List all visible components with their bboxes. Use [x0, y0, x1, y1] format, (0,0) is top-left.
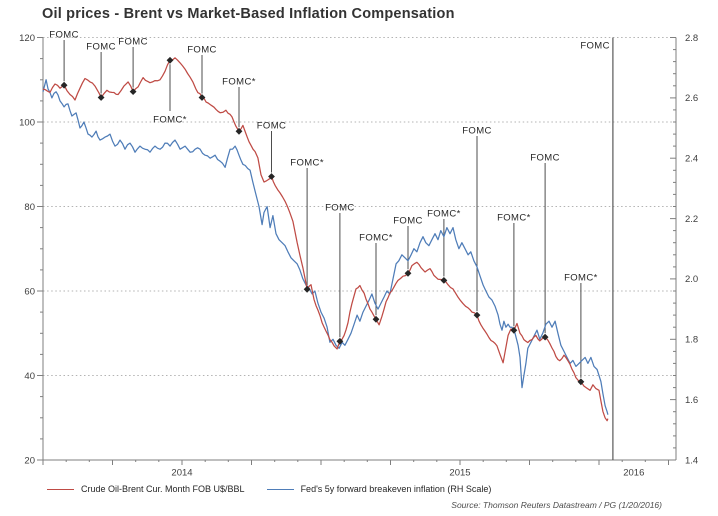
fomc-diamond-marker	[404, 269, 412, 277]
fomc-diamond-marker	[60, 81, 68, 89]
fomc-diamond-marker	[577, 378, 585, 386]
fomc-label: FOMC	[86, 42, 116, 53]
fomc-diamond-marker	[198, 94, 206, 101]
legend: Crude Oil-Brent Cur. Month FOB U$/BBL Fe…	[47, 484, 491, 494]
fomc-diamond-marker	[166, 56, 174, 64]
legend-item-breakeven: Fed's 5y forward breakeven inflation (RH…	[266, 484, 492, 494]
fomc-diamond-marker	[235, 127, 243, 135]
fomc-label: FOMC	[462, 126, 492, 137]
right-axis-tick-label: 2.4	[685, 154, 698, 165]
year-label: 2015	[449, 468, 470, 479]
right-axis-tick-label: 2.8	[685, 33, 698, 44]
gridlines	[43, 37, 676, 376]
fomc-label: FOMC*	[427, 209, 461, 220]
fomc-label: FOMC*	[497, 213, 531, 224]
fomc-label: FOMC*	[290, 158, 324, 169]
fomc-diamond-marker	[541, 333, 549, 341]
fomc-label: FOMC*	[222, 77, 256, 88]
fomc-diamond-marker	[268, 173, 275, 180]
fomc-diamond-marker	[372, 315, 380, 323]
fomc-label: FOMC	[530, 153, 560, 164]
legend-swatch-brent	[47, 488, 74, 490]
year-label: 2016	[623, 468, 644, 479]
source-credit: Source: Thomson Reuters Datastream / PG …	[451, 500, 662, 510]
fomc-label: FOMC	[393, 216, 423, 227]
fomc-diamond-marker	[440, 277, 448, 284]
fomc-label: FOMC	[118, 37, 148, 48]
fomc-diamond-marker	[303, 285, 311, 293]
series-breakeven-line	[42, 79, 609, 415]
axes	[37, 37, 677, 465]
fomc-label: FOMC	[257, 121, 287, 132]
right-axis-tick-label: 1.8	[685, 335, 698, 346]
fomc-diamond-markers	[60, 56, 585, 386]
year-label: 2014	[171, 468, 192, 479]
series-brent-line	[42, 57, 609, 422]
right-axis-tick-label: 2.2	[685, 214, 698, 225]
fomc-diamond-marker	[336, 337, 344, 345]
left-axis-tick-label: 40	[24, 371, 35, 382]
legend-label-breakeven: Fed's 5y forward breakeven inflation (RH…	[300, 484, 492, 494]
fomc-label: FOMC	[580, 41, 610, 52]
axis-labels: 120 100 80 60 40 20 2.8 2.6 2.4 2.2 2.0 1.8 1.6 1.4 20…	[19, 33, 698, 479]
fomc-label: FOMC	[187, 45, 217, 56]
fomc-label: FOMC*	[153, 115, 187, 126]
fomc-label: FOMC	[49, 30, 79, 41]
right-axis-tick-label: 2.0	[685, 274, 698, 285]
left-axis-tick-label: 100	[19, 117, 35, 128]
right-axis-tick-label: 2.6	[685, 93, 698, 104]
fomc-diamond-marker	[97, 94, 105, 101]
fomc-label: FOMC*	[359, 233, 393, 244]
left-axis-tick-label: 80	[24, 202, 35, 213]
legend-swatch-breakeven	[266, 488, 294, 490]
fomc-diamond-marker	[510, 326, 518, 334]
fomc-label: FOMC	[325, 203, 355, 214]
fomc-diamond-marker	[473, 311, 481, 319]
right-axis-tick-label: 1.4	[685, 455, 698, 466]
legend-item-brent: Crude Oil-Brent Cur. Month FOB U$/BBL	[47, 484, 245, 494]
left-axis-tick-label: 20	[24, 455, 35, 466]
left-axis-tick-label: 120	[19, 33, 35, 44]
right-axis-tick-label: 1.6	[685, 395, 698, 406]
left-axis-tick-label: 60	[24, 286, 35, 297]
chart-title: Oil prices - Brent vs Market-Based Infla…	[42, 6, 455, 22]
legend-label-brent: Crude Oil-Brent Cur. Month FOB U$/BBL	[81, 484, 245, 494]
fomc-label: FOMC*	[564, 273, 598, 284]
fomc-diamond-marker	[129, 88, 137, 95]
